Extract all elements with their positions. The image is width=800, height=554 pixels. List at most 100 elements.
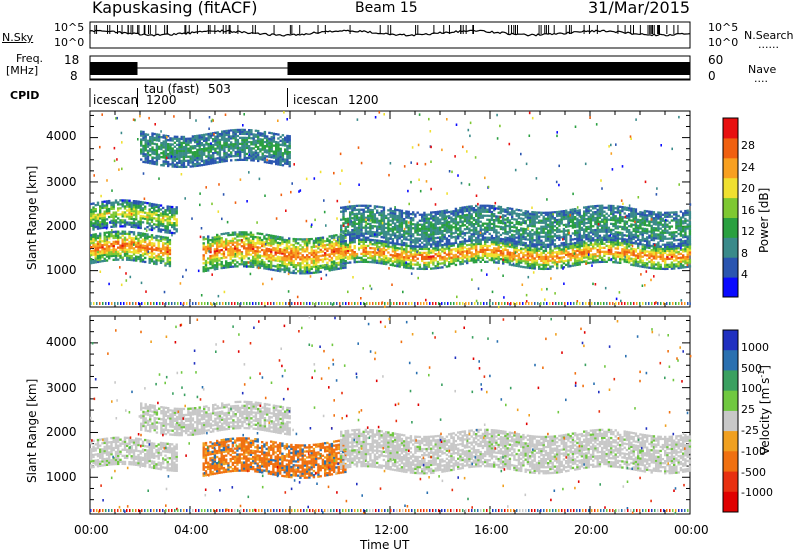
heat-cell — [247, 265, 250, 268]
heat-cell — [391, 234, 395, 237]
heat-cell — [294, 252, 298, 255]
heat-cell — [646, 254, 649, 257]
heat-cell — [342, 208, 345, 211]
heat-cell — [128, 217, 131, 220]
xtick-label: 20:00 — [574, 523, 609, 537]
heat-cell — [261, 158, 264, 161]
heat-cell — [358, 228, 361, 231]
heat-cell — [252, 265, 255, 268]
heat-cell — [240, 233, 244, 236]
heat-cell — [268, 151, 271, 154]
heat-cell — [225, 131, 228, 135]
heat-cell — [92, 216, 95, 219]
heat-cell — [285, 245, 289, 248]
heat-cell — [202, 244, 205, 247]
heat-cell — [274, 241, 277, 244]
heat-cell — [394, 224, 397, 227]
heat-cell — [459, 253, 462, 256]
power-cbar-tick: 20 — [741, 182, 755, 195]
heat-cell — [279, 250, 282, 253]
heat-cell — [328, 267, 331, 270]
heat-cell — [434, 211, 437, 214]
heat-cell — [443, 219, 446, 222]
heat-cell — [387, 261, 390, 264]
heat-cell — [214, 147, 217, 150]
heat-cell — [540, 245, 543, 249]
heat-cell — [434, 232, 437, 236]
heat-cell — [178, 139, 181, 143]
heat-cell — [385, 255, 388, 258]
heat-cell — [349, 253, 352, 256]
heat-cell — [279, 151, 282, 154]
heat-cell — [92, 259, 95, 262]
heat-cell — [434, 230, 437, 234]
heat-cell — [216, 161, 219, 164]
heat-cell — [373, 259, 377, 262]
heat-cell — [130, 239, 133, 242]
heat-cell — [247, 249, 250, 252]
heat-cell — [531, 251, 534, 254]
heat-cell — [549, 251, 552, 254]
heat-cell — [621, 256, 624, 259]
heat-cell — [139, 246, 142, 249]
heat-cell — [108, 209, 111, 213]
heat-cell — [529, 262, 532, 266]
heat-cell — [178, 161, 181, 164]
heat-cell — [258, 256, 262, 259]
heat-cell — [668, 245, 671, 248]
heat-cell — [414, 255, 417, 258]
heat-cell — [194, 157, 197, 160]
heat-cell — [378, 205, 381, 209]
heat-cell — [344, 205, 347, 209]
heat-cell — [96, 223, 100, 226]
heat-cell — [96, 242, 100, 246]
heat-cell — [567, 247, 570, 250]
heat-cell — [257, 147, 260, 151]
heat-cell — [443, 259, 446, 263]
heat-cell — [234, 245, 237, 248]
heat-cell — [414, 239, 417, 242]
heat-cell — [321, 258, 325, 261]
heat-cell — [459, 263, 462, 266]
heat-cell — [362, 242, 365, 245]
heat-cell — [301, 270, 304, 273]
heat-cell — [270, 258, 273, 261]
heat-cell — [524, 258, 527, 261]
heat-cell — [213, 264, 217, 267]
heat-cell — [153, 244, 156, 247]
heat-cell — [250, 143, 253, 146]
heat-cell — [265, 233, 268, 236]
heat-cell — [625, 252, 629, 256]
heat-cell — [499, 242, 503, 245]
heat-cell — [236, 138, 240, 142]
heat-cell — [677, 250, 680, 254]
heat-cell — [675, 251, 678, 254]
heat-cell — [391, 212, 395, 215]
heat-cell — [239, 136, 242, 139]
heat-cell — [382, 230, 386, 233]
heat-cell — [146, 247, 149, 250]
heat-cell — [130, 254, 133, 258]
heat-cell — [520, 259, 523, 262]
heat-cell — [373, 253, 377, 256]
heat-cell — [621, 242, 624, 245]
heat-cell — [144, 161, 147, 164]
heat-cell — [105, 212, 109, 215]
heat-cell — [203, 151, 206, 154]
heat-cell — [567, 263, 570, 266]
heat-cell — [497, 253, 500, 256]
heat-cell — [236, 150, 240, 154]
heat-cell — [108, 211, 111, 215]
heat-cell — [121, 215, 124, 218]
heat-cell — [142, 152, 145, 156]
heat-cell — [668, 265, 671, 268]
heat-cell — [209, 160, 213, 163]
heat-cell — [315, 253, 318, 256]
heat-cell — [324, 254, 327, 257]
heat-cell — [378, 247, 381, 251]
heat-cell — [441, 246, 444, 249]
heat-cell — [162, 154, 165, 157]
heat-cell — [166, 244, 169, 247]
heat-cell — [450, 244, 453, 247]
heat-cell — [603, 252, 606, 255]
